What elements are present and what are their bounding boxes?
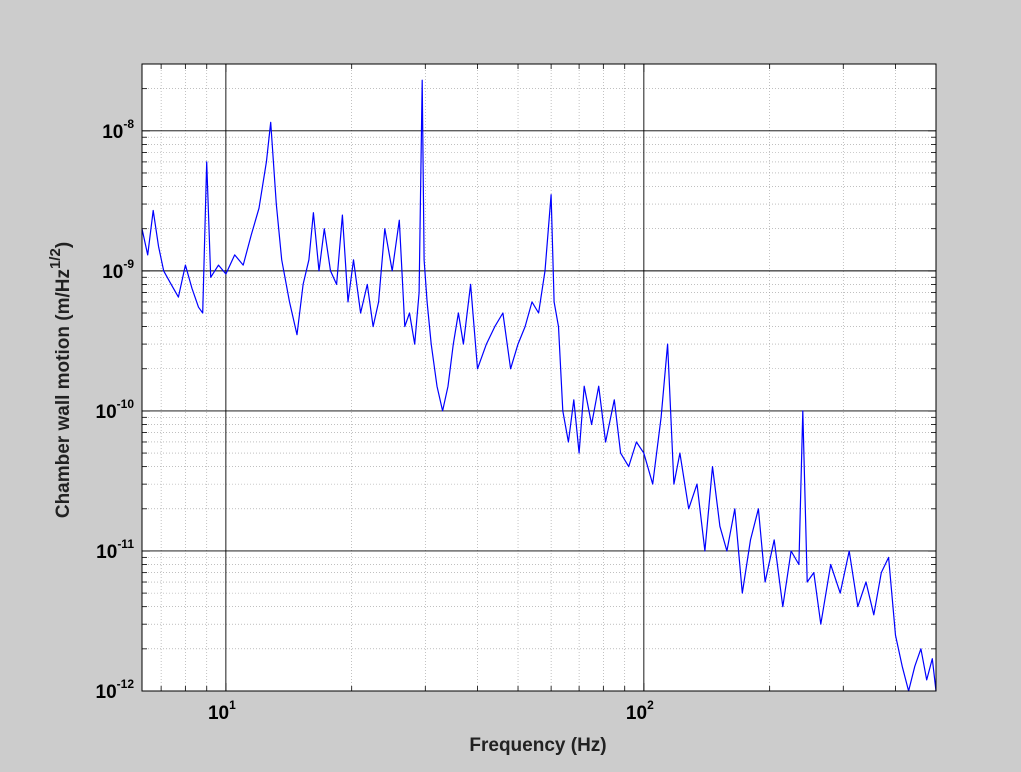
y-tick-label-exponent: -9: [123, 257, 134, 271]
y-tick-label: 10-10: [96, 397, 135, 423]
y-axis-label-exponent: 1/2: [47, 248, 64, 269]
series-layer: [141, 79, 937, 692]
x-tick-label-exponent: 1: [229, 698, 236, 712]
x-tick-label-base: 10: [626, 703, 647, 724]
x-tick-label-base: 10: [208, 703, 229, 724]
minor-grid: [142, 64, 937, 691]
y-tick-label-base: 10: [96, 402, 117, 423]
y-axis-label-base: Chamber wall motion (m/Hz: [53, 269, 74, 518]
x-tick-label: 102: [626, 698, 654, 724]
y-tick-label-exponent: -10: [117, 397, 135, 411]
y-tick-label-base: 10: [96, 682, 117, 703]
y-tick-label-exponent: -11: [117, 537, 134, 551]
x-axis-label: Frequency (Hz): [469, 735, 606, 756]
y-tick-label-base: 10: [102, 122, 123, 143]
y-tick-label-base: 10: [102, 262, 123, 283]
x-tick-labels: 101 102: [208, 698, 654, 724]
y-tick-label-exponent: -8: [123, 117, 134, 131]
y-tick-label-exponent: -12: [117, 677, 135, 691]
plot-frame: [141, 63, 937, 692]
y-tick-label: 10-12: [96, 677, 135, 703]
x-tick-label-exponent: 2: [647, 698, 654, 712]
y-axis-label: Chamber wall motion (m/Hz1/2): [47, 242, 74, 518]
y-tick-label: 10-8: [102, 117, 134, 143]
series-line-0: [141, 79, 937, 692]
y-tick-label-base: 10: [96, 542, 117, 563]
y-axis-label-close: ): [53, 242, 74, 248]
x-tick-label: 101: [208, 698, 236, 724]
y-tick-label: 10-9: [102, 257, 134, 283]
major-grid: [142, 64, 937, 692]
y-tick-label: 10-11: [96, 537, 134, 563]
